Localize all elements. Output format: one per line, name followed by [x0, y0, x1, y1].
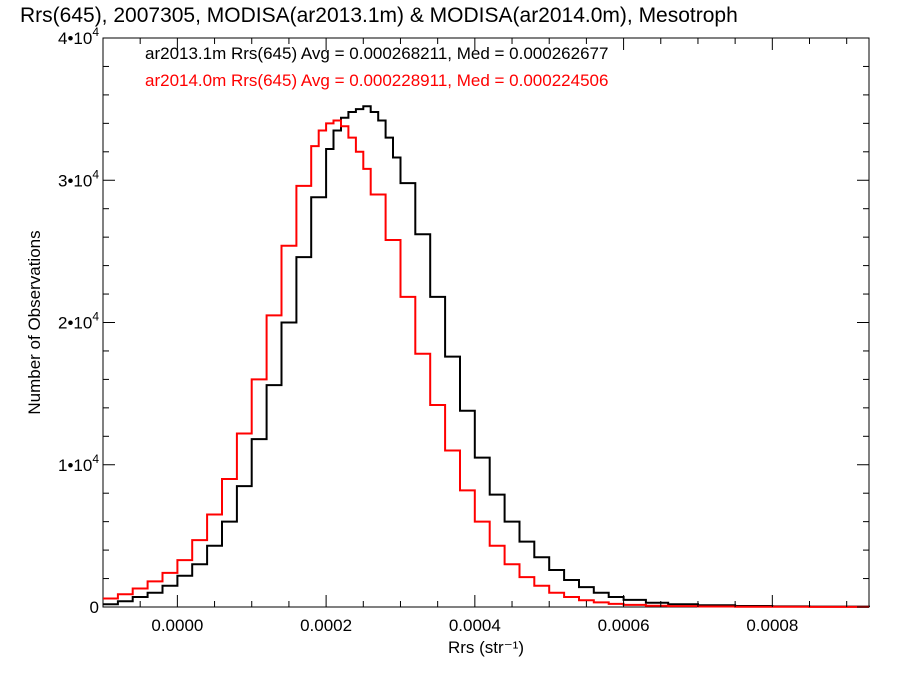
legend: ar2013.1m Rrs(645) Avg = 0.000268211, Me…	[145, 44, 608, 90]
y-axis: 0 1•104 2•104 3•104 4•104	[58, 25, 869, 617]
series-layer	[103, 105, 870, 608]
y-axis-label: Number of Observations	[25, 230, 44, 414]
x-tick-label: 0.0006	[598, 616, 650, 635]
series-line-2	[103, 119, 869, 608]
series-line-1	[103, 105, 870, 608]
y-tick-label: 2•104	[58, 310, 99, 333]
y-tick-label: 1•104	[58, 452, 99, 475]
x-tick-label: 0.0002	[300, 616, 352, 635]
y-tick-label: 4•104	[58, 25, 99, 48]
x-tick-label: 0.0004	[449, 616, 501, 635]
legend-entry-1: ar2013.1m Rrs(645) Avg = 0.000268211, Me…	[145, 44, 608, 63]
legend-entry-2: ar2014.0m Rrs(645) Avg = 0.000228911, Me…	[145, 71, 608, 90]
chart-title: Rrs(645), 2007305, MODISA(ar2013.1m) & M…	[20, 4, 738, 27]
y-tick-label: 3•104	[58, 167, 99, 190]
x-tick-label: 0.0008	[746, 616, 798, 635]
y-tick-label: 0	[90, 598, 99, 617]
x-tick-label: 0.0000	[151, 616, 203, 635]
x-axis-label: Rrs (str⁻¹)	[448, 638, 524, 657]
x-axis: 0.0000 0.0002 0.0004 0.0006 0.0008	[102, 38, 848, 635]
